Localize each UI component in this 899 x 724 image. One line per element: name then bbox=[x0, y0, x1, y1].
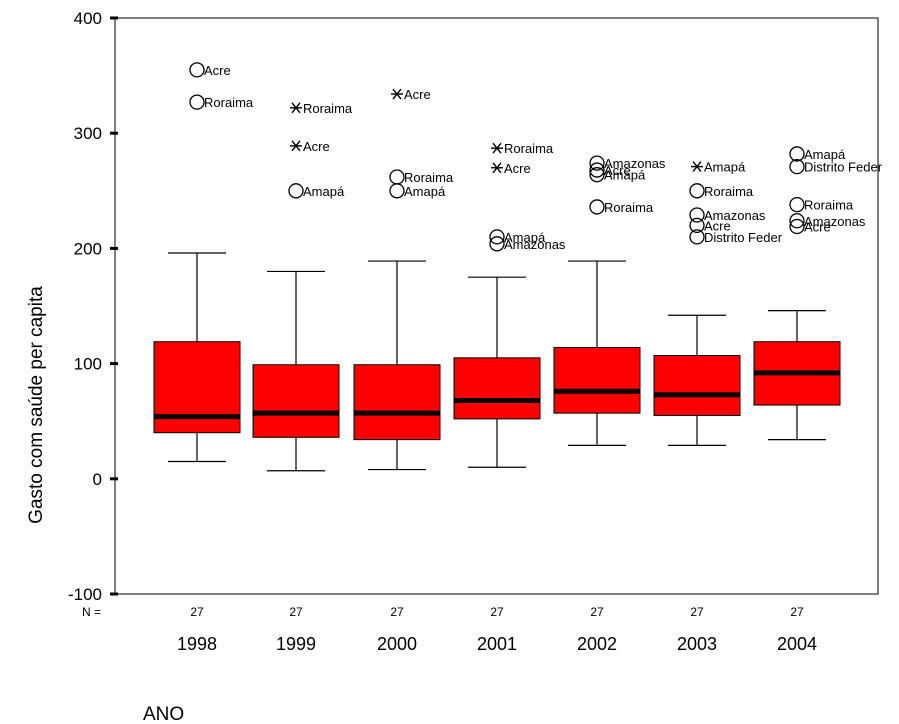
y-tick-label: 100 bbox=[74, 355, 102, 374]
outlier-label: Amapá bbox=[303, 184, 345, 199]
n-count: 27 bbox=[590, 605, 604, 619]
category-label: 2001 bbox=[477, 634, 517, 654]
outlier-label: Amapá bbox=[804, 147, 846, 162]
y-tick-label: 300 bbox=[74, 124, 102, 143]
box-iqr bbox=[353, 364, 441, 441]
star-stroke bbox=[492, 142, 502, 154]
n-count: 27 bbox=[190, 605, 204, 619]
outlier-circle bbox=[189, 62, 205, 78]
outlier-label: Amapá bbox=[604, 168, 646, 183]
outlier-label: Roraima bbox=[303, 101, 353, 116]
outlier-label: Acre bbox=[604, 163, 631, 178]
category-label: 2002 bbox=[577, 634, 617, 654]
outlier-circle bbox=[789, 158, 805, 175]
extreme-star bbox=[491, 142, 503, 154]
outlier-label: Amapá bbox=[704, 160, 746, 175]
star-stroke bbox=[392, 88, 402, 100]
box-iqr bbox=[252, 364, 340, 438]
boxes-layer bbox=[153, 252, 841, 472]
plot-frame bbox=[114, 17, 879, 595]
n-count: 27 bbox=[490, 605, 504, 619]
outlier-label: Amazonas bbox=[604, 156, 666, 171]
outlier-circle bbox=[789, 146, 805, 162]
y-tick-label: 0 bbox=[93, 470, 102, 489]
box-1999 bbox=[252, 270, 340, 472]
outlier-label: Distrito Feder bbox=[804, 160, 883, 175]
extreme-star bbox=[691, 161, 703, 173]
n-count: 27 bbox=[390, 605, 404, 619]
star-stroke bbox=[291, 102, 301, 114]
outlier-circle bbox=[789, 196, 805, 213]
box-1998 bbox=[153, 252, 241, 463]
outlier-label: Acre bbox=[704, 218, 731, 233]
outlier-circle bbox=[689, 217, 705, 234]
n-label: N = bbox=[82, 605, 101, 619]
outlier-circle bbox=[689, 183, 705, 199]
outlier-circle bbox=[288, 183, 304, 199]
box-2002 bbox=[553, 260, 641, 446]
outlier-circle bbox=[689, 229, 705, 245]
outlier-label: Amazonas bbox=[704, 208, 766, 223]
outlier-label: Acre bbox=[204, 63, 231, 78]
outlier-label: Acre bbox=[303, 139, 330, 154]
outlier-circle bbox=[489, 236, 505, 252]
y-tick-label: 400 bbox=[74, 9, 102, 28]
category-label: 2003 bbox=[677, 634, 717, 654]
outlier-circle bbox=[789, 213, 805, 229]
y-axis: -100 0 100 200 300 400 bbox=[68, 9, 118, 604]
outlier-label: Roraima bbox=[604, 200, 654, 215]
extreme-star bbox=[391, 88, 403, 100]
outlier-label: Amazonas bbox=[504, 237, 566, 252]
outlier-circle bbox=[389, 169, 405, 185]
y-axis-title: Gasto com saúde per capita bbox=[26, 286, 47, 524]
box-iqr bbox=[653, 355, 741, 416]
outlier-label: Acre bbox=[504, 161, 531, 176]
outlier-label: Roraima bbox=[704, 184, 754, 199]
y-tick-label: -100 bbox=[68, 585, 102, 604]
star-stroke bbox=[692, 161, 702, 173]
category-label: 1998 bbox=[177, 634, 217, 654]
outlier-circle bbox=[589, 162, 605, 178]
outlier-circle bbox=[489, 229, 505, 245]
box-iqr bbox=[553, 346, 641, 414]
category-label: 2004 bbox=[777, 634, 817, 654]
y-tick-label: 200 bbox=[74, 239, 102, 258]
outlier-label: Distrito Feder bbox=[704, 230, 783, 245]
outlier-label: Roraima bbox=[804, 198, 854, 213]
outlier-label: Amazonas bbox=[804, 214, 866, 229]
n-count: 27 bbox=[289, 605, 303, 619]
outlier-label: Amapá bbox=[504, 230, 546, 245]
box-2000 bbox=[353, 260, 441, 471]
n-count: 27 bbox=[690, 605, 704, 619]
outlier-circle bbox=[589, 199, 605, 215]
outlier-circle bbox=[189, 94, 205, 110]
category-label: 1999 bbox=[276, 634, 316, 654]
star-stroke bbox=[291, 140, 301, 152]
extreme-star bbox=[290, 102, 302, 114]
x-axis: 27 1998 27 1999 27 2000 27 2001 27 2002 27 2003 27 20… bbox=[177, 605, 817, 654]
outlier-circle bbox=[589, 167, 605, 183]
outlier-label: Roraima bbox=[204, 95, 254, 110]
box-2001 bbox=[453, 276, 541, 468]
outlier-label: Acre bbox=[404, 87, 431, 102]
outlier-circle bbox=[689, 207, 705, 223]
outlier-label: Amapá bbox=[404, 184, 446, 199]
extreme-star bbox=[290, 140, 302, 152]
outlier-label: Roraima bbox=[504, 141, 554, 156]
outlier-circle bbox=[789, 218, 805, 235]
box-iqr bbox=[453, 357, 541, 420]
outlier-circle bbox=[589, 155, 605, 171]
extreme-star bbox=[491, 162, 503, 174]
outlier-label: Acre bbox=[804, 220, 831, 235]
category-label: 2000 bbox=[377, 634, 417, 654]
n-count: 27 bbox=[790, 605, 804, 619]
star-stroke bbox=[492, 162, 502, 174]
box-2003 bbox=[653, 314, 741, 446]
outlier-circle bbox=[389, 183, 405, 199]
box-2004 bbox=[753, 310, 841, 441]
outlier-label: Roraima bbox=[404, 170, 454, 185]
x-axis-title: ANO bbox=[143, 704, 184, 724]
